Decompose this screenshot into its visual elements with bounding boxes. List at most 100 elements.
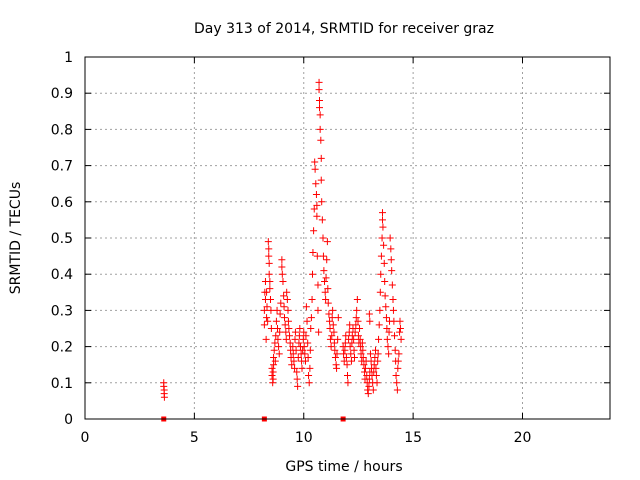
data-point — [293, 368, 301, 376]
data-point — [265, 245, 273, 253]
data-point — [269, 375, 277, 383]
data-point — [333, 350, 341, 358]
plot-frame — [84, 56, 611, 420]
data-point — [278, 256, 286, 264]
data-point — [396, 325, 404, 332]
data-point — [299, 346, 307, 354]
x-tick-label: 10 — [295, 430, 313, 446]
data-point — [308, 296, 316, 304]
data-point — [340, 357, 348, 365]
data-point — [344, 379, 352, 387]
data-point — [354, 317, 362, 325]
data-point — [385, 350, 393, 358]
data-point — [284, 306, 292, 314]
data-point — [309, 270, 316, 278]
data-point — [263, 314, 271, 322]
data-point — [356, 335, 364, 343]
data-point — [272, 332, 280, 340]
x-tick-label: 20 — [514, 430, 532, 446]
data-point — [310, 227, 318, 235]
data-point — [370, 368, 378, 376]
data-point — [160, 393, 168, 401]
data-point — [302, 332, 310, 340]
data-point — [270, 361, 278, 369]
data-point — [322, 274, 330, 282]
data-point — [394, 357, 402, 365]
data-point — [275, 350, 283, 358]
x-tick-label: 15 — [404, 430, 422, 446]
data-point — [321, 277, 329, 285]
data-point — [295, 332, 303, 340]
data-point — [309, 248, 317, 256]
data-point — [307, 314, 315, 322]
data-point — [396, 317, 404, 325]
data-point — [278, 270, 286, 278]
data-point — [373, 379, 381, 387]
data-point — [290, 357, 298, 365]
data-point — [329, 306, 337, 314]
data-point — [317, 176, 325, 184]
data-point — [358, 339, 366, 347]
data-point — [283, 296, 291, 304]
data-point — [383, 335, 391, 343]
data-point — [325, 310, 333, 318]
data-point — [384, 343, 392, 351]
data-point — [262, 335, 270, 343]
data-point — [284, 317, 292, 325]
data-point — [268, 364, 276, 372]
data-point — [365, 375, 373, 383]
data-point — [260, 321, 268, 329]
data-point — [275, 343, 283, 351]
y-tick-label: 0.9 — [51, 86, 73, 102]
data-point — [292, 346, 300, 354]
data-point — [289, 350, 297, 358]
data-point — [393, 379, 401, 387]
data-point — [294, 382, 302, 390]
data-point — [345, 328, 353, 336]
data-point — [265, 270, 273, 278]
data-point — [314, 281, 322, 289]
data-point — [352, 314, 360, 322]
data-point — [307, 325, 315, 332]
data-point — [285, 325, 293, 332]
data-point — [374, 350, 382, 358]
data-point — [273, 306, 281, 314]
data-points — [160, 78, 405, 422]
data-point — [327, 343, 335, 351]
data-point — [316, 111, 324, 119]
data-point — [291, 328, 299, 336]
data-point — [306, 364, 314, 372]
data-point — [276, 328, 284, 336]
data-point — [276, 310, 284, 318]
data-point — [303, 317, 311, 325]
data-point — [264, 317, 272, 325]
data-point — [277, 299, 285, 307]
data-point — [389, 306, 397, 314]
data-point — [293, 375, 301, 383]
data-point — [291, 364, 299, 372]
data-point — [283, 288, 291, 296]
data-point — [389, 296, 397, 304]
data-point — [353, 306, 361, 314]
data-point — [367, 357, 375, 365]
data-point — [366, 317, 374, 325]
data-point — [294, 353, 302, 361]
data-point — [319, 234, 327, 242]
data-point — [268, 372, 276, 380]
x-tick-label: 5 — [190, 430, 199, 446]
data-point — [366, 350, 374, 358]
data-point — [321, 288, 329, 296]
data-point — [372, 346, 379, 354]
data-point — [391, 346, 399, 354]
data-point — [334, 314, 342, 322]
data-point — [382, 314, 390, 322]
data-point — [365, 382, 373, 390]
data-point — [291, 335, 299, 343]
data-point — [267, 325, 275, 332]
data-point — [378, 234, 386, 242]
data-point — [379, 209, 386, 217]
data-point — [301, 350, 309, 358]
data-point — [266, 285, 274, 293]
y-tick-label: 0.7 — [51, 159, 73, 175]
axis-ticks: 00.10.20.30.40.50.60.70.80.910 5 10 15 20 — [51, 50, 610, 446]
